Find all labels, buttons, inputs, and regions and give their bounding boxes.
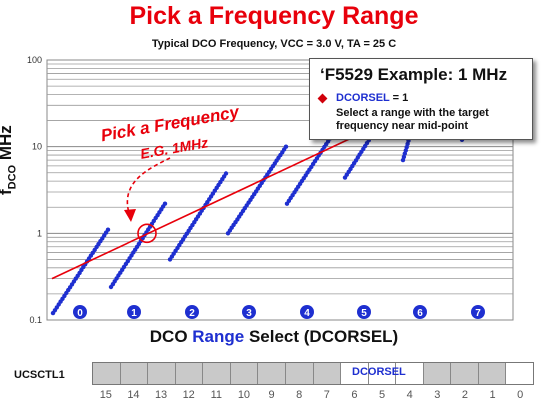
register-name: UCSCTL1: [14, 369, 65, 381]
series-range-2: [167, 171, 229, 262]
data-point: [162, 201, 168, 206]
series-range-0: [50, 227, 111, 316]
x-axis-label-a: DCO: [149, 327, 193, 346]
x-tick-label: 7: [475, 308, 481, 319]
bit-number: 4: [406, 389, 413, 401]
x-tick-label: 4: [304, 308, 310, 319]
register-field-label: DCORSEL: [352, 366, 406, 378]
bit-number: 5: [379, 389, 386, 401]
bit-number: 15: [99, 389, 112, 401]
bit-number: 0: [517, 389, 524, 401]
callout-line-1: DCORSEL = 1: [336, 92, 408, 104]
register-bit: [506, 363, 533, 384]
register-bit: [451, 363, 479, 384]
range-marker: [413, 305, 427, 319]
data-point: [404, 145, 409, 150]
data-point: [223, 171, 229, 176]
range-marker: [127, 305, 141, 319]
annotation-pointer: [126, 157, 171, 217]
register-bit-dcorsel: [396, 363, 424, 384]
x-tick-label: 3: [246, 308, 252, 319]
register-bit: [230, 363, 259, 384]
register-bitfield: [92, 362, 534, 385]
x-tick-label: 2: [189, 308, 195, 319]
register-bit: [258, 363, 286, 384]
callout-line-2: Select a range with the target frequency…: [336, 107, 489, 132]
y-tick-label: 10: [32, 142, 42, 152]
x-tick-label: 6: [417, 308, 423, 319]
bit-number: 11: [210, 389, 223, 401]
bit-number: 2: [461, 389, 468, 401]
y-tick-label: 100: [27, 55, 42, 65]
y-axis-label-unit: MHz: [0, 125, 15, 161]
y-tick-label: 0.1: [29, 315, 42, 325]
range-marker: [242, 305, 256, 319]
register-bit: [148, 363, 176, 384]
annotation-arrow-icon: [124, 209, 136, 222]
bit-number: 10: [237, 389, 251, 401]
callout-key: DCORSEL: [336, 92, 390, 104]
register-bit: [120, 363, 149, 384]
y-axis-label: fDCO MHz: [0, 125, 18, 195]
register-bit: [175, 363, 204, 384]
bullet-icon: [317, 93, 328, 104]
x-tick-label: 5: [361, 308, 367, 319]
data-point: [105, 227, 111, 232]
x-axis-label-b: Range: [192, 327, 245, 346]
x-tick-label: 1: [131, 308, 137, 319]
y-axis-label-sub: DCO: [6, 164, 19, 190]
register-bit: [285, 363, 314, 384]
bit-number: 1: [489, 389, 496, 401]
bit-number: 9: [268, 389, 275, 401]
bit-number: 13: [154, 389, 168, 401]
bit-number: 12: [182, 389, 195, 401]
y-tick-label: 1: [37, 228, 42, 238]
x-axis-label: DCO Range Select (DCORSEL): [0, 327, 548, 347]
data-point: [401, 154, 407, 160]
bit-number: 8: [296, 389, 303, 401]
register-bit-dcorsel: [368, 363, 397, 384]
range-marker: [185, 305, 199, 319]
chart-title: Pick a Frequency Range: [129, 2, 419, 30]
x-tick-label: 0: [77, 308, 83, 319]
register-bit: [203, 363, 231, 384]
register-bit: [478, 363, 507, 384]
highlight-circle: [137, 223, 157, 244]
register-bit-dcorsel: [341, 363, 369, 384]
example-callout: ‘F5529 Example: 1 MHz DCORSEL = 1 Select…: [309, 58, 533, 140]
y-axis-label-main: f: [0, 189, 15, 195]
bit-number: 6: [351, 389, 358, 401]
bit-number: 7: [323, 389, 330, 401]
range-marker: [300, 305, 314, 319]
range-marker: [357, 305, 371, 319]
x-axis-label-c: Select (DCORSEL): [244, 327, 399, 346]
trend-line: [51, 133, 361, 280]
range-marker: [471, 305, 485, 319]
range-marker: [73, 305, 87, 319]
register-bit: [313, 363, 342, 384]
data-point: [283, 144, 289, 149]
bit-number: 3: [434, 389, 441, 401]
callout-heading: ‘F5529 Example: 1 MHz: [320, 65, 508, 84]
series-range-3: [225, 144, 289, 236]
chart-subtitle: Typical DCO Frequency, VCC = 3.0 V, TA =…: [151, 38, 397, 50]
register-bit: [423, 363, 452, 384]
register-bit: [93, 363, 121, 384]
callout-value: = 1: [389, 92, 409, 104]
bit-number: 14: [127, 389, 140, 401]
